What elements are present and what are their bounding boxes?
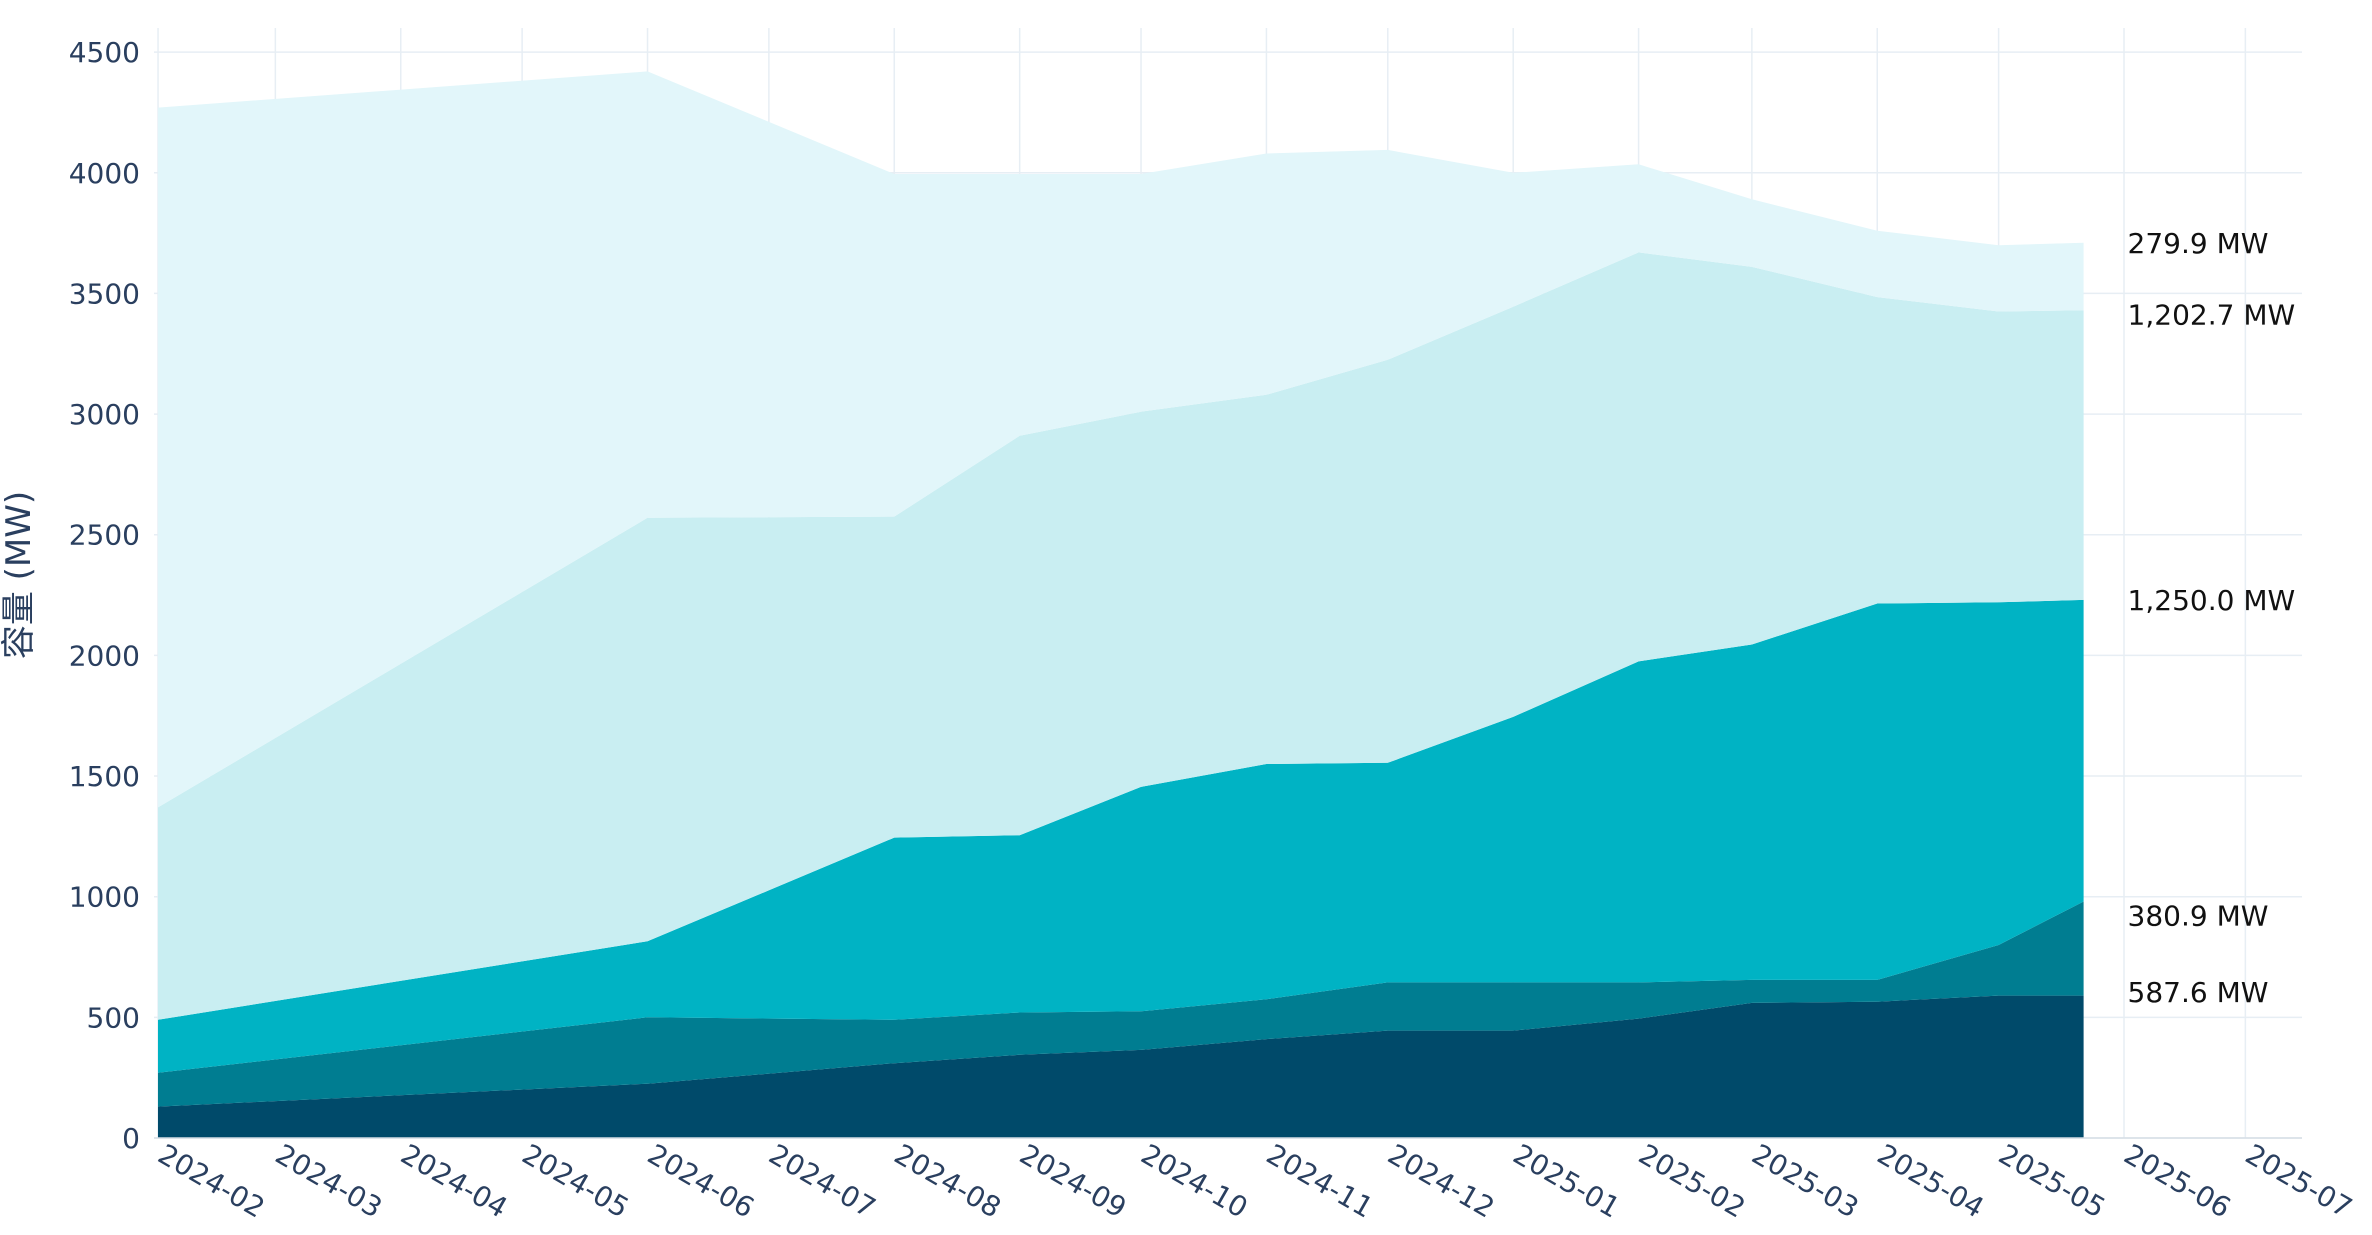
end-value-label: 587.6 MW — [2128, 976, 2269, 1009]
end-value-label: 1,250.0 MW — [2128, 584, 2296, 617]
y-tick-label: 2000 — [69, 639, 140, 672]
area-series-group — [158, 71, 2084, 1138]
area-series-2 — [158, 901, 2084, 1107]
x-tick-label: 2024-08 — [889, 1137, 1007, 1224]
x-tick-label: 2025-06 — [2119, 1137, 2237, 1224]
y-axis-title: 容量 (MW) — [0, 491, 39, 659]
x-tick-label: 2025-03 — [1746, 1137, 1864, 1224]
x-tick-label: 2025-04 — [1872, 1137, 1990, 1224]
y-tick-label: 4500 — [69, 36, 140, 69]
x-tick-label: 2024-09 — [1014, 1137, 1132, 1224]
end-value-label: 279.9 MW — [2128, 227, 2269, 260]
x-tick-label: 2024-02 — [153, 1137, 271, 1224]
end-value-label: 380.9 MW — [2128, 899, 2269, 932]
y-tick-label: 1000 — [69, 881, 140, 914]
x-tick-label: 2024-10 — [1136, 1137, 1254, 1224]
y-tick-label: 3000 — [69, 398, 140, 431]
area-series-1 — [158, 995, 2084, 1138]
y-tick-label: 4000 — [69, 157, 140, 190]
y-tick-label: 3500 — [69, 277, 140, 310]
x-tick-label: 2024-06 — [642, 1137, 760, 1224]
y-tick-label: 2500 — [69, 519, 140, 552]
y-tick-label: 500 — [87, 1001, 140, 1034]
x-tick-label: 2025-07 — [2240, 1137, 2358, 1224]
y-tick-label: 1500 — [69, 760, 140, 793]
area-series-5 — [158, 71, 2084, 808]
x-tick-label: 2024-04 — [395, 1137, 513, 1224]
x-tick-label: 2024-12 — [1382, 1137, 1500, 1224]
x-tick-label: 2024-03 — [270, 1137, 388, 1224]
x-tick-label: 2024-07 — [763, 1137, 881, 1224]
area-series-4 — [158, 252, 2084, 1020]
x-tick-label: 2025-02 — [1633, 1137, 1751, 1224]
x-tick-label: 2025-01 — [1508, 1137, 1626, 1224]
x-tick-label: 2025-05 — [1993, 1137, 2111, 1224]
end-value-label: 1,202.7 MW — [2128, 298, 2296, 331]
x-tick-label: 2024-11 — [1261, 1137, 1379, 1224]
area-series-3 — [158, 599, 2084, 1073]
y-tick-label: 0 — [122, 1122, 140, 1155]
x-tick-label: 2024-05 — [517, 1137, 635, 1224]
end-labels: 279.9 MW 1,202.7 MW 1,250.0 MW 380.9 MW 587.… — [2128, 227, 2296, 1009]
